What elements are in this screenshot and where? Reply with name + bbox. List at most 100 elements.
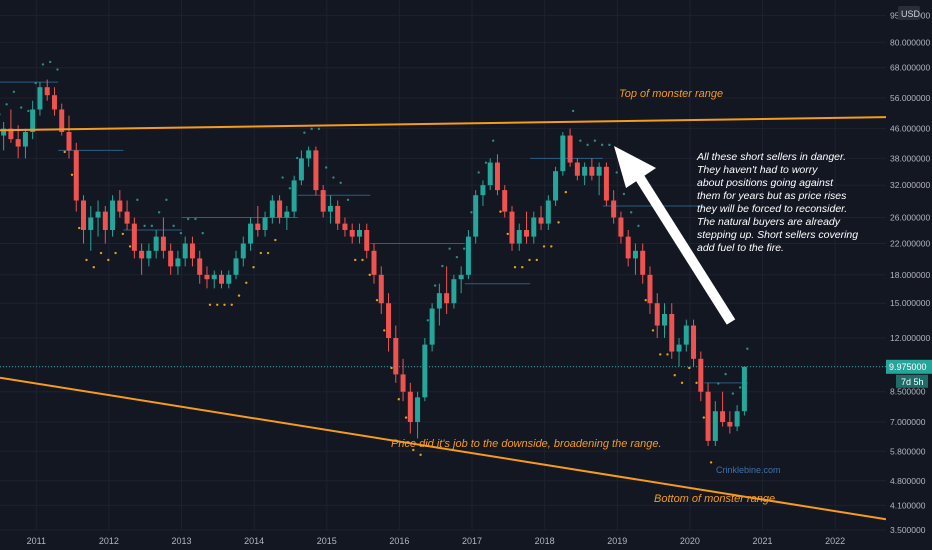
sar-dot: [41, 63, 45, 66]
sar-dot: [680, 381, 684, 385]
candle-body: [233, 258, 239, 275]
sar-dot: [557, 221, 560, 224]
candle-body: [37, 87, 43, 110]
sar-dot: [288, 187, 292, 190]
sar-dot: [615, 171, 618, 174]
candle-body: [560, 135, 566, 172]
sar-dot: [0, 113, 1, 116]
candle-body: [494, 162, 500, 191]
candle-body: [465, 236, 471, 275]
sar-dot: [695, 381, 698, 385]
candle-body: [400, 374, 406, 392]
candle-body: [44, 87, 50, 96]
currency-badge[interactable]: [898, 6, 920, 20]
top-trendline: [0, 116, 887, 132]
candle-body: [712, 411, 718, 441]
candle-body: [545, 200, 551, 224]
sar-dot: [56, 68, 59, 71]
candle-body: [625, 236, 631, 259]
sar-dot: [194, 217, 197, 221]
sar-dot: [659, 353, 662, 356]
stop-lines: [0, 81, 749, 384]
y-tick-label: 3.500000: [890, 525, 926, 535]
sar-dot: [550, 245, 553, 248]
candle-body: [248, 223, 254, 244]
sar-dot: [128, 245, 132, 248]
grid: [0, 0, 886, 531]
y-tick-label: 68.000000: [890, 63, 930, 73]
candle-body: [131, 223, 137, 251]
candle-body: [364, 229, 370, 251]
sar-dot: [397, 398, 400, 401]
sar-dot: [186, 217, 190, 221]
y-tick-label: 32.000000: [890, 180, 930, 190]
sar-dot: [448, 247, 451, 250]
candle-body: [473, 195, 479, 237]
sar-dot: [49, 60, 52, 64]
candle-body: [262, 217, 268, 230]
candle-body: [124, 211, 130, 224]
note-line: All these short sellers in danger.: [696, 151, 846, 163]
sar-dot: [63, 150, 66, 154]
sar-dot: [666, 353, 669, 356]
sar-dot: [535, 258, 538, 262]
sar-dot: [165, 198, 168, 202]
x-tick-label: 2019: [607, 536, 627, 546]
candle-body: [618, 217, 624, 237]
candle-body: [110, 200, 116, 230]
top-range-label: Top of monster range: [619, 88, 723, 100]
note-line: about positions going against: [697, 177, 834, 189]
sar-dot: [426, 319, 430, 322]
candle-body: [436, 293, 442, 309]
candle-body: [51, 95, 57, 110]
y-tick-label: 15.000000: [890, 298, 930, 308]
sar-dot: [673, 374, 676, 377]
candle-body: [516, 229, 522, 244]
sar-dot: [412, 448, 415, 452]
sar-dot: [542, 245, 546, 248]
sar-dot: [375, 298, 379, 302]
sar-dot: [266, 251, 270, 255]
candle-body: [371, 250, 377, 275]
candle-body: [160, 236, 166, 251]
sar-dot: [332, 176, 335, 179]
candle-body: [378, 274, 384, 304]
candle-body: [705, 391, 711, 441]
currency-label: USD: [901, 9, 921, 19]
candle-body: [277, 200, 283, 218]
sar-dot: [27, 109, 30, 113]
candle-body: [15, 139, 21, 147]
candle-body: [567, 135, 573, 163]
sar-dot: [593, 139, 597, 142]
candle-body: [407, 391, 413, 422]
candle-body: [603, 166, 609, 201]
sar-dot: [317, 127, 321, 131]
sar-dot: [731, 392, 735, 395]
y-tick-label: 18.000000: [890, 270, 930, 280]
y-tick-label: 5.800000: [890, 446, 926, 456]
note-line: stepping up. Short sellers covering: [697, 229, 858, 241]
sar-dot: [709, 461, 713, 464]
candle-body: [349, 229, 355, 237]
candle-body: [95, 211, 101, 218]
sar-dot: [179, 231, 183, 235]
candles: [1, 79, 747, 447]
sar-dot: [34, 81, 37, 85]
sar-dot: [354, 258, 357, 262]
candle-body: [741, 366, 747, 412]
note-line: add fuel to the fire.: [697, 242, 784, 254]
x-tick-label: 2017: [462, 536, 482, 546]
sar-dot: [564, 190, 568, 194]
sar-dot: [216, 303, 219, 306]
sar-dot: [470, 211, 473, 214]
note-line: they will be forced to reconsider.: [697, 203, 847, 215]
sar-dot: [746, 347, 749, 350]
sar-dot: [571, 109, 575, 113]
candle-body: [553, 171, 559, 201]
candle-body: [30, 109, 36, 133]
candle-body: [1, 128, 7, 136]
candle-body: [168, 250, 174, 267]
last-price-label: 9.975000: [889, 362, 927, 372]
bottom-trendline: [0, 376, 887, 521]
note-line: They haven't had to worry: [697, 164, 818, 176]
